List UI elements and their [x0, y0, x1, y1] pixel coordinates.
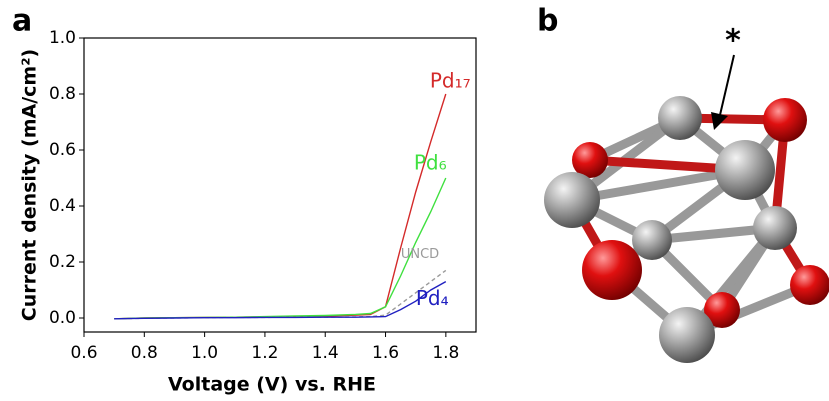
molecule	[544, 55, 829, 363]
x-tick-label: 1.4	[312, 343, 339, 363]
series-label: UNCD	[401, 247, 439, 262]
figure: a b Voltage (V) vs. RHE Current density …	[0, 0, 829, 397]
series-label: Pd₄	[416, 286, 449, 310]
x-tick-label: 1.2	[251, 343, 278, 363]
y-tick-label: 0.4	[49, 196, 76, 216]
panel-label: b	[537, 4, 558, 39]
x-tick-label: 0.6	[70, 343, 97, 363]
x-tick-label: 1.6	[372, 343, 399, 363]
annotation: *	[725, 24, 741, 59]
series-line	[114, 282, 446, 319]
y-tick-label: 1.0	[49, 28, 76, 48]
x-tick-label: 1.0	[191, 343, 218, 363]
x-tick-label: 1.8	[432, 343, 459, 363]
panel-label: a	[12, 4, 32, 39]
x-axis-label: Voltage (V) vs. RHE	[168, 374, 376, 396]
y-axis-label: Current density (mA/cm²)	[19, 49, 41, 321]
y-tick-label: 0.2	[49, 252, 76, 272]
y-tick-label: 0.0	[49, 308, 76, 328]
y-tick-label: 0.6	[49, 140, 76, 160]
y-tick-label: 0.8	[49, 84, 76, 104]
x-tick-label: 0.8	[131, 343, 158, 363]
series-line	[114, 178, 446, 319]
series-label: Pd₆	[414, 151, 447, 175]
series-label: Pd₁₇	[430, 69, 471, 93]
